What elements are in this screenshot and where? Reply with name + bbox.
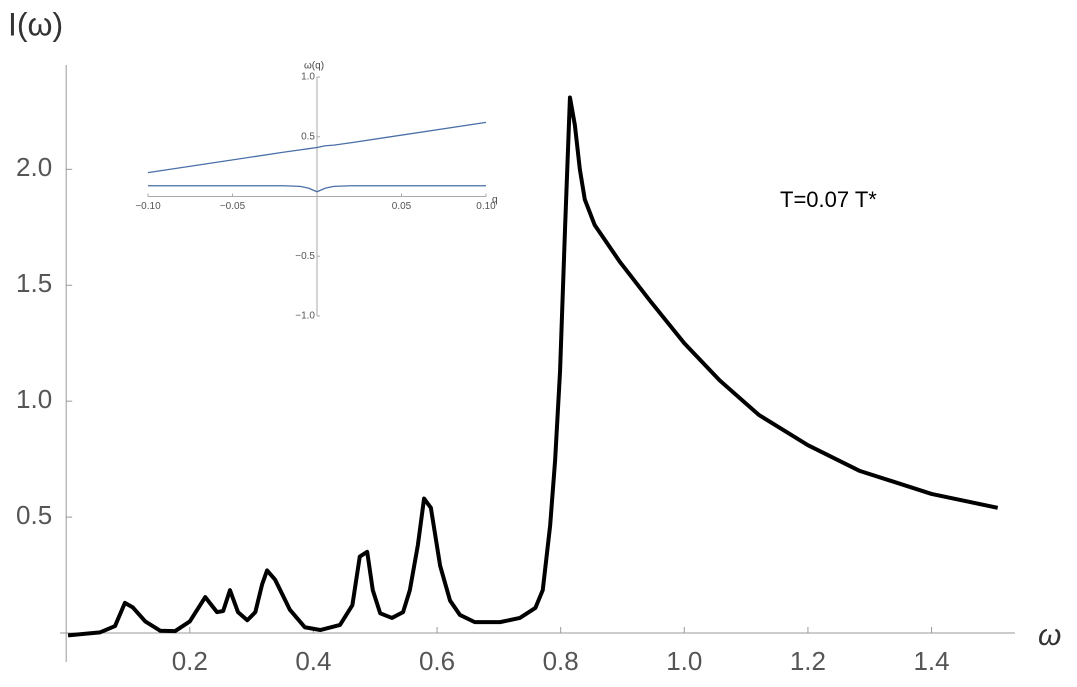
- inset-y-tick-label: 0.5: [301, 131, 315, 142]
- inset-x-tick-label: −0.10: [135, 201, 161, 212]
- annotation: T=0.07 T*: [780, 187, 877, 212]
- inset-y-axis-label: ω(q): [304, 61, 324, 72]
- inset-y-tick-label: −1.0: [295, 311, 315, 322]
- y-tick-label: 2.0: [16, 152, 52, 182]
- y-axis-label: I(ω): [8, 6, 63, 42]
- x-tick-label: 0.8: [543, 646, 579, 676]
- inset-y-tick-label: −0.5: [295, 251, 315, 262]
- inset-data-line: [147, 121, 487, 174]
- x-tick-label: 0.6: [419, 646, 455, 676]
- x-tick-label: 1.4: [913, 646, 949, 676]
- x-tick-label: 0.4: [295, 646, 331, 676]
- data-line: [67, 95, 999, 638]
- inset-data-line: [148, 185, 486, 193]
- y-tick-label: 1.5: [16, 268, 52, 298]
- inset-x-tick-label: 0.05: [392, 201, 412, 212]
- y-tick-label: 0.5: [16, 500, 52, 530]
- x-tick-label: 0.2: [172, 646, 208, 676]
- inset-y-tick-label: 1.0: [301, 72, 315, 83]
- x-tick-label: 1.0: [666, 646, 702, 676]
- x-tick-label: 1.2: [790, 646, 826, 676]
- inset-x-axis-label: q: [492, 195, 498, 206]
- inset-x-tick-label: −0.05: [220, 201, 246, 212]
- x-axis-label: ω: [1038, 619, 1061, 652]
- inset-x-tick-label: 0.10: [476, 201, 496, 212]
- y-tick-label: 1.0: [16, 384, 52, 414]
